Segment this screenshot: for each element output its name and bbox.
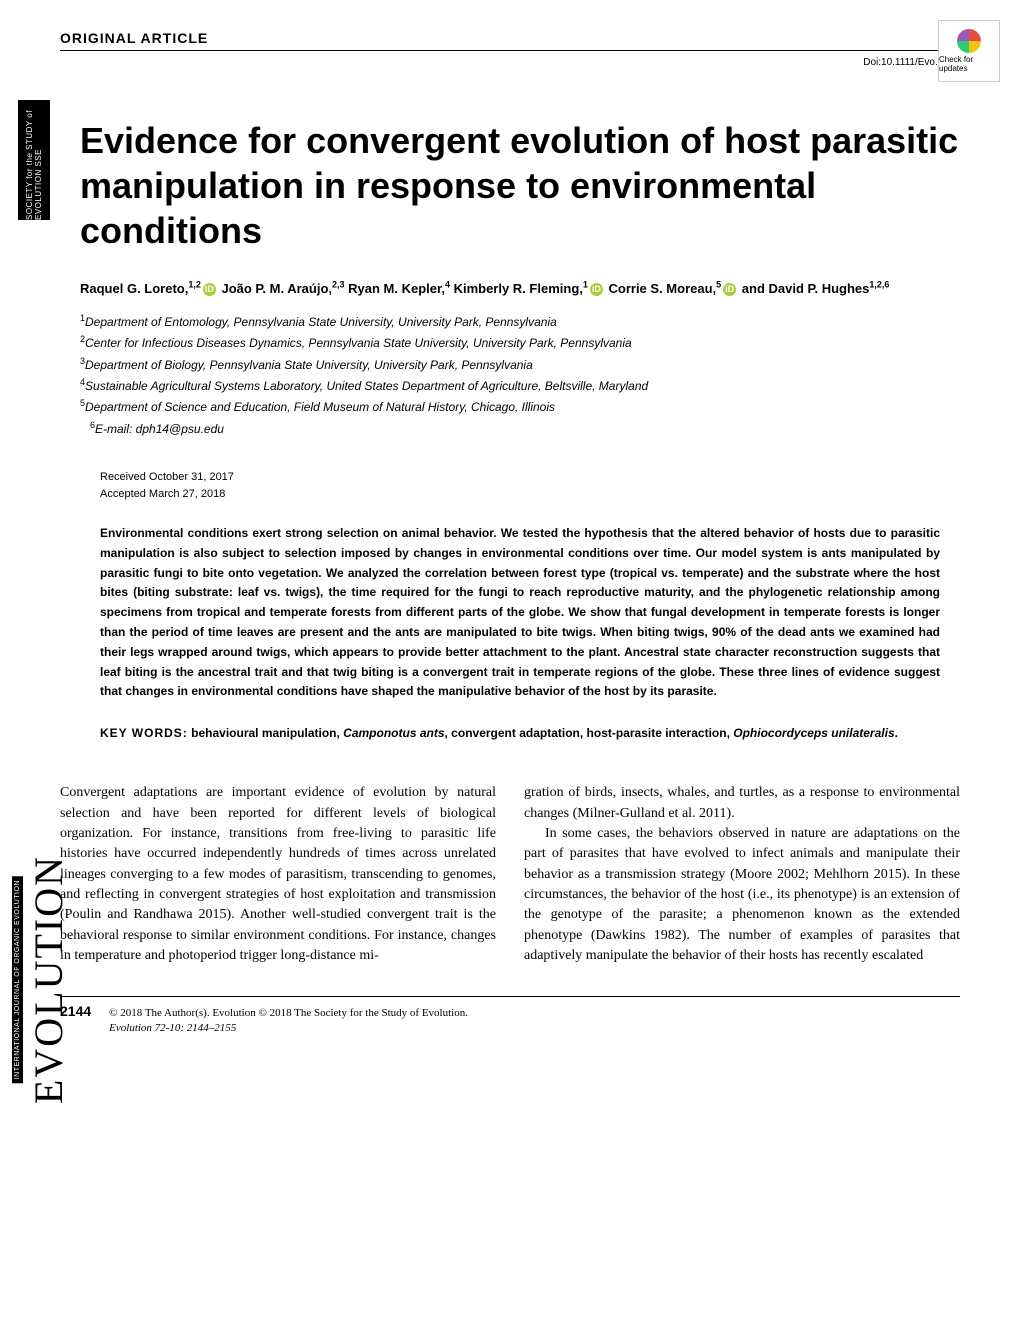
affiliation-line: 2Center for Infectious Diseases Dynamics… bbox=[80, 332, 960, 353]
affiliation-line: 4Sustainable Agricultural Systems Labora… bbox=[80, 375, 960, 396]
copyright-line2: Evolution 72-10: 2144–2155 bbox=[109, 1022, 236, 1034]
keywords-text: behavioural manipulation, bbox=[191, 726, 343, 740]
keywords-em1: Camponotus ants bbox=[343, 726, 444, 740]
author-sup: 1,2 bbox=[188, 280, 201, 290]
affiliation-line: 6E-mail: dph14@psu.edu bbox=[90, 418, 960, 439]
body-column-left: Convergent adaptations are important evi… bbox=[60, 783, 496, 966]
body-para-3: In some cases, the behaviors observed in… bbox=[524, 824, 960, 966]
author: Corrie S. Moreau,5iD bbox=[605, 281, 738, 296]
sse-logo-text: SOCIETY for the STUDY of EVOLUTION SSE bbox=[25, 100, 43, 220]
body-column-right: gration of birds, insects, whales, and t… bbox=[524, 783, 960, 966]
author: João P. M. Araújo,2,3 bbox=[218, 281, 345, 296]
article-dates: Received October 31, 2017 Accepted March… bbox=[100, 469, 960, 502]
accepted-date: Accepted March 27, 2018 bbox=[100, 486, 960, 503]
crossmark-badge[interactable]: Check for updates bbox=[938, 20, 1000, 82]
author-sup: 2,3 bbox=[332, 280, 345, 290]
doi-text: Doi:10.1111/Evo.1348 bbox=[60, 57, 960, 68]
keywords-after: . bbox=[895, 726, 898, 740]
author-sup: 1,2,6 bbox=[869, 280, 889, 290]
author: and David P. Hughes1,2,6 bbox=[738, 281, 889, 296]
article-title: Evidence for convergent evolution of hos… bbox=[80, 118, 960, 253]
affiliation-text: Sustainable Agricultural Systems Laborat… bbox=[85, 379, 648, 393]
authors-block: Raquel G. Loreto,1,2iD João P. M. Araújo… bbox=[80, 277, 960, 301]
author-sup: 5 bbox=[716, 280, 721, 290]
crossmark-label: Check for updates bbox=[939, 55, 999, 73]
author: Ryan M. Kepler,4 bbox=[345, 281, 450, 296]
affiliation-text: Department of Entomology, Pennsylvania S… bbox=[85, 315, 557, 329]
affiliations-block: 1Department of Entomology, Pennsylvania … bbox=[80, 311, 960, 439]
orcid-icon[interactable]: iD bbox=[203, 283, 216, 296]
sse-logo-badge: SOCIETY for the STUDY of EVOLUTION SSE bbox=[18, 100, 50, 220]
keywords-mid: , convergent adaptation, host-parasite i… bbox=[445, 726, 734, 740]
copyright-line1: © 2018 The Author(s). Evolution © 2018 T… bbox=[109, 1007, 468, 1019]
keywords-block: KEY WORDS: behavioural manipulation, Cam… bbox=[100, 724, 940, 743]
orcid-icon[interactable]: iD bbox=[590, 283, 603, 296]
body-text: Convergent adaptations are important evi… bbox=[60, 783, 960, 966]
author: Kimberly R. Fleming,1iD bbox=[450, 281, 605, 296]
affiliation-line: 3Department of Biology, Pennsylvania Sta… bbox=[80, 354, 960, 375]
body-para-1: Convergent adaptations are important evi… bbox=[60, 783, 496, 966]
keywords-em2: Ophiocordyceps unilateralis bbox=[733, 726, 894, 740]
received-date: Received October 31, 2017 bbox=[100, 469, 960, 486]
article-type-header: ORIGINAL ARTICLE bbox=[60, 30, 960, 51]
author: Raquel G. Loreto,1,2iD bbox=[80, 281, 218, 296]
affiliation-text: Department of Science and Education, Fie… bbox=[85, 400, 555, 414]
copyright-notice: © 2018 The Author(s). Evolution © 2018 T… bbox=[109, 1006, 468, 1037]
crossmark-icon bbox=[957, 29, 981, 53]
page-footer: 2144 © 2018 The Author(s). Evolution © 2… bbox=[60, 996, 960, 1037]
affiliation-text: Center for Infectious Diseases Dynamics,… bbox=[85, 336, 632, 350]
journal-subtitle: INTERNATIONAL JOURNAL OF ORGANIC EVOLUTI… bbox=[12, 876, 23, 1083]
keywords-label: KEY WORDS: bbox=[100, 726, 188, 740]
affiliation-text: E-mail: dph14@psu.edu bbox=[95, 422, 224, 436]
affiliation-line: 1Department of Entomology, Pennsylvania … bbox=[80, 311, 960, 332]
journal-logo-badge: INTERNATIONAL JOURNAL OF ORGANIC EVOLUTI… bbox=[12, 820, 54, 1140]
body-para-2: gration of birds, insects, whales, and t… bbox=[524, 783, 960, 824]
journal-name: EVOLUTION bbox=[25, 855, 72, 1104]
affiliation-text: Department of Biology, Pennsylvania Stat… bbox=[85, 358, 533, 372]
abstract-text: Environmental conditions exert strong se… bbox=[100, 524, 940, 702]
affiliation-line: 5Department of Science and Education, Fi… bbox=[80, 396, 960, 417]
author-sup: 1 bbox=[583, 280, 588, 290]
orcid-icon[interactable]: iD bbox=[723, 283, 736, 296]
